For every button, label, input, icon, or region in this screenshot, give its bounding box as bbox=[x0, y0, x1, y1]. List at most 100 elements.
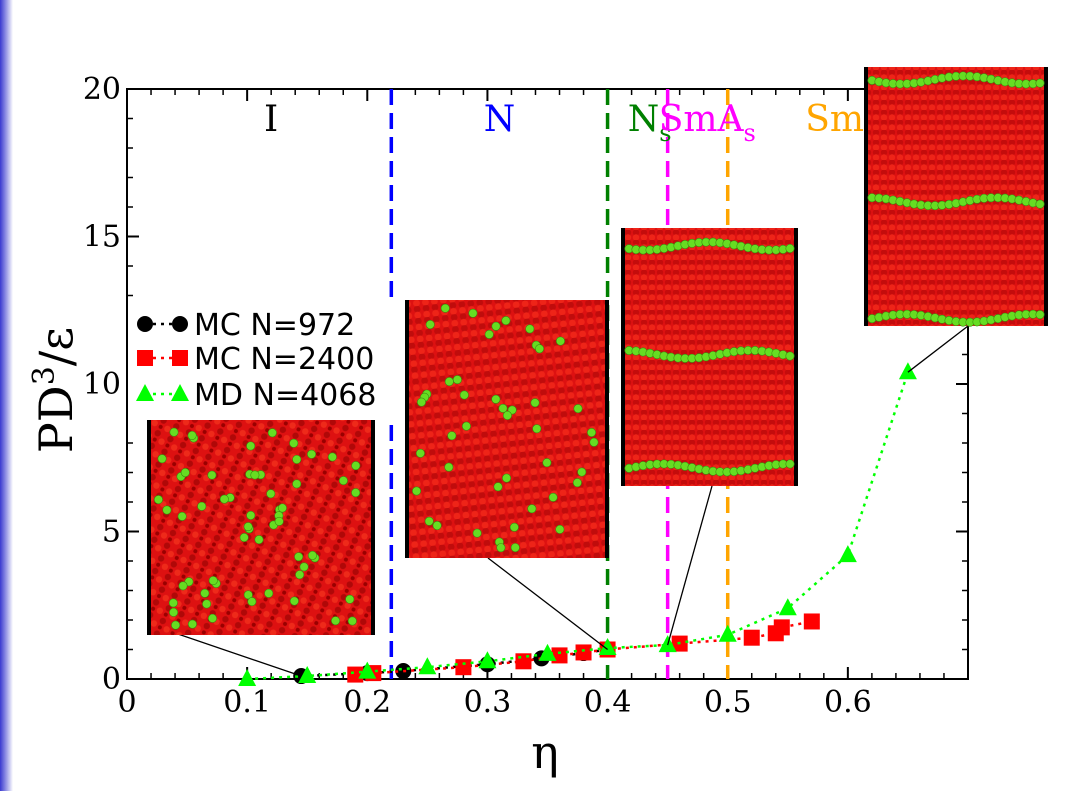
green-end-particle bbox=[416, 397, 426, 407]
data-point-square bbox=[551, 647, 568, 664]
green-end-particle bbox=[424, 516, 434, 526]
svg-text:PD3/ε: PD3/ε bbox=[27, 327, 83, 453]
green-end-particle bbox=[347, 616, 357, 626]
green-end-particle bbox=[197, 501, 207, 511]
green-end-particle bbox=[178, 581, 188, 591]
snapshot-particles bbox=[405, 300, 609, 558]
data-point-triangle bbox=[838, 545, 857, 563]
green-end-particle bbox=[294, 552, 304, 562]
snapshot-wall-right bbox=[371, 420, 375, 635]
green-end-particle bbox=[493, 482, 503, 492]
green-end-particle bbox=[177, 511, 187, 521]
green-end-particle bbox=[331, 616, 341, 626]
data-point-triangle bbox=[238, 669, 257, 686]
y-tick-label: 20 bbox=[83, 72, 121, 107]
green-end-particle bbox=[264, 588, 274, 598]
snapshot-wall-left bbox=[864, 67, 868, 326]
green-end-particle bbox=[532, 424, 542, 434]
green-end-particle bbox=[502, 410, 512, 420]
green-end-particle bbox=[187, 430, 197, 440]
green-end-particle bbox=[510, 543, 520, 553]
green-end-particle bbox=[162, 505, 172, 515]
series-line-2 bbox=[247, 371, 910, 681]
green-end-particle bbox=[239, 533, 249, 543]
green-end-particle bbox=[459, 390, 469, 400]
green-end-particle bbox=[307, 449, 317, 459]
snapshot-leader-line bbox=[174, 632, 302, 677]
green-end-particle bbox=[169, 607, 179, 617]
data-point-triangle bbox=[478, 651, 497, 669]
x-tick-label: 0.5 bbox=[704, 685, 752, 720]
data-point-triangle bbox=[418, 657, 437, 675]
green-end-particle bbox=[267, 428, 277, 438]
snapshot-wall-left bbox=[147, 420, 151, 635]
data-point-square bbox=[455, 659, 472, 676]
green-end-particle bbox=[351, 488, 361, 498]
snapshot-particles bbox=[147, 420, 375, 635]
x-tick-label: 0.2 bbox=[343, 685, 391, 720]
legend-marker-triangle bbox=[171, 384, 189, 401]
phase-label: Ns bbox=[628, 99, 672, 147]
snapshot-wall-right bbox=[794, 228, 798, 486]
green-end-particle bbox=[447, 431, 457, 441]
green-end-particle bbox=[484, 329, 494, 339]
smectic-b-snapshot bbox=[864, 67, 1048, 327]
legend-marker-square bbox=[172, 350, 188, 366]
x-tick-label: 0 bbox=[117, 685, 136, 720]
y-tick-label: 5 bbox=[102, 515, 121, 550]
legend-item-mc-972: MC N=972 bbox=[137, 308, 355, 343]
isotropic-snapshot bbox=[147, 420, 375, 635]
x-tick-label: 0.3 bbox=[464, 685, 512, 720]
y-axis-label: PD3/ε bbox=[27, 327, 83, 453]
data-point-triangle bbox=[718, 624, 737, 642]
green-end-particle bbox=[292, 479, 302, 489]
green-end-particle bbox=[247, 597, 257, 607]
green-end-particle bbox=[502, 473, 512, 483]
green-end-particle bbox=[299, 562, 309, 572]
phase-label: N bbox=[484, 99, 516, 140]
green-end-particle bbox=[785, 243, 795, 253]
green-end-particle bbox=[491, 394, 501, 404]
green-end-particle bbox=[187, 619, 197, 629]
green-end-particle bbox=[246, 510, 256, 520]
x-tick-label: 0.1 bbox=[223, 685, 271, 720]
snapshot-leader-line bbox=[487, 557, 608, 651]
x-axis-label: η bbox=[531, 725, 559, 779]
green-end-particle bbox=[509, 522, 519, 532]
green-end-particle bbox=[266, 489, 276, 499]
green-end-particle bbox=[412, 486, 422, 496]
green-end-particle bbox=[530, 398, 540, 408]
green-end-particle bbox=[491, 321, 501, 331]
data-point-triangle bbox=[538, 643, 557, 661]
green-end-particle bbox=[219, 494, 229, 504]
data-point-square bbox=[803, 613, 820, 630]
green-end-particle bbox=[461, 421, 471, 431]
green-end-particle bbox=[250, 470, 260, 480]
green-end-particle bbox=[207, 613, 217, 623]
green-end-particle bbox=[246, 441, 256, 451]
green-end-particle bbox=[589, 437, 599, 447]
data-series bbox=[238, 362, 917, 686]
x-tick-label: 0.6 bbox=[824, 685, 872, 720]
y-axis-label-main: PD bbox=[29, 385, 83, 453]
snapshot-wall-left bbox=[621, 228, 625, 486]
phase-label: SmAs bbox=[659, 99, 756, 147]
y-tick-label: 15 bbox=[83, 220, 121, 255]
data-point-square bbox=[743, 629, 760, 646]
legend-label: MD N=4068 bbox=[194, 378, 376, 413]
x-tick-label: 0.4 bbox=[584, 685, 632, 720]
green-end-particle bbox=[542, 458, 552, 468]
legend-marker-circle bbox=[137, 316, 153, 332]
legend-label: MC N=972 bbox=[194, 308, 355, 343]
snapshot-leader-line bbox=[667, 485, 713, 646]
legend-marker-square bbox=[137, 350, 153, 366]
legend-marker-triangle bbox=[136, 384, 154, 401]
green-end-particle bbox=[1035, 78, 1045, 88]
green-end-particle bbox=[168, 598, 178, 608]
y-axis-label-sup: 3 bbox=[27, 366, 62, 385]
green-end-particle bbox=[207, 470, 217, 480]
green-end-particle bbox=[548, 492, 558, 502]
green-end-particle bbox=[587, 427, 597, 437]
